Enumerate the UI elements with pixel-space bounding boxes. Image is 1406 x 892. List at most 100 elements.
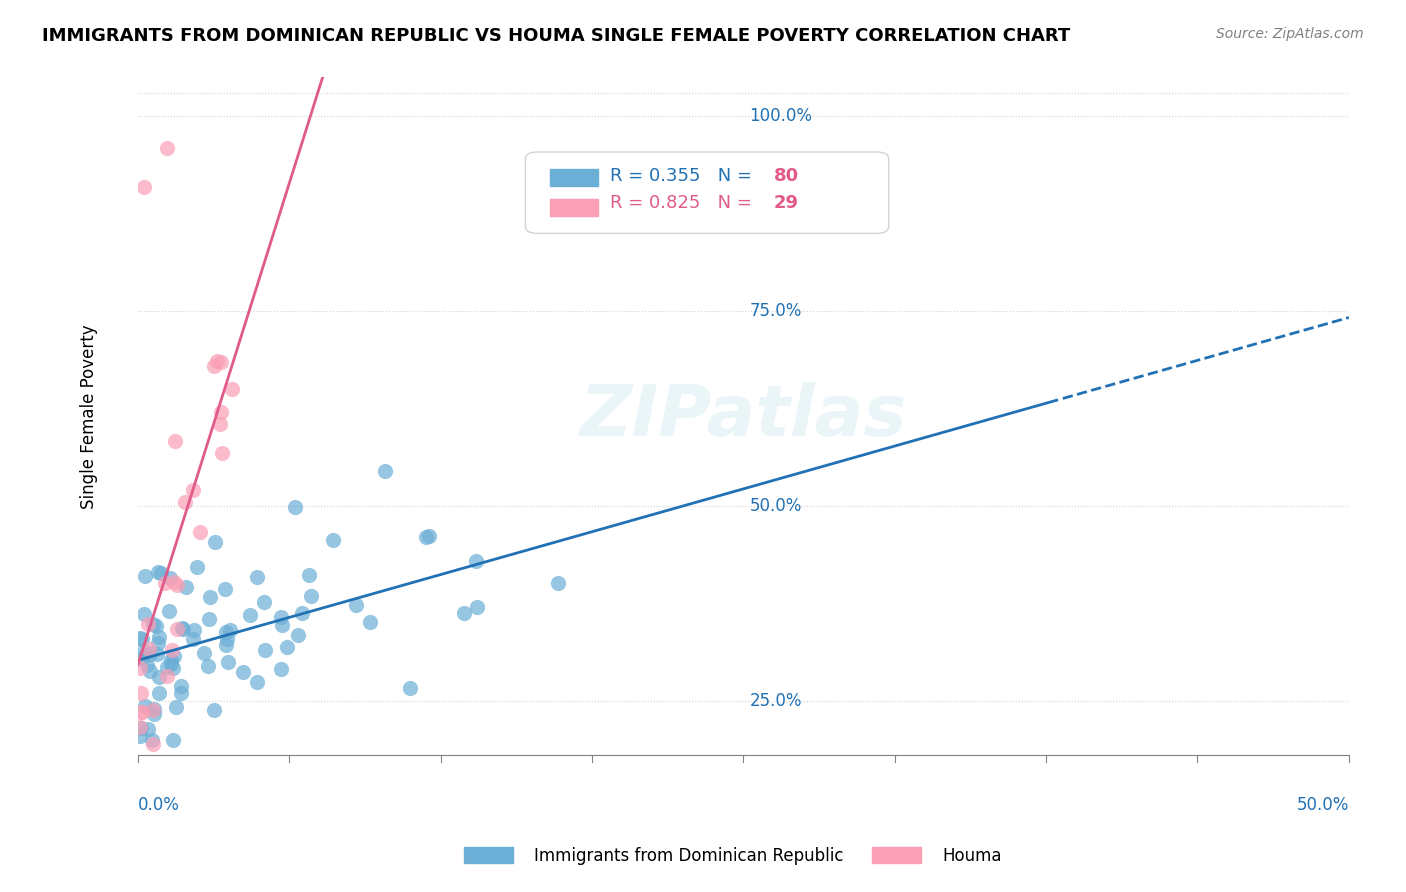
Point — [143, 702, 166, 716]
Point — [415, 530, 437, 544]
Point — [174, 495, 197, 509]
Point — [159, 571, 181, 585]
Point — [284, 500, 307, 514]
Point — [181, 632, 204, 647]
Point — [359, 615, 381, 629]
Point — [453, 606, 475, 620]
Point — [129, 705, 152, 719]
Point — [134, 698, 156, 713]
Point — [221, 382, 243, 396]
Point — [148, 630, 170, 644]
Point — [129, 661, 152, 675]
Point — [160, 643, 183, 657]
Point — [197, 658, 219, 673]
Point — [547, 576, 569, 591]
Point — [129, 729, 152, 743]
Point — [165, 434, 187, 449]
Point — [270, 610, 292, 624]
Point — [205, 354, 228, 368]
Point — [465, 599, 488, 614]
FancyBboxPatch shape — [526, 152, 889, 234]
Point — [374, 464, 396, 478]
Point — [198, 591, 221, 605]
Point — [146, 647, 169, 661]
Point — [160, 653, 183, 667]
Point — [131, 705, 153, 719]
Text: IMMIGRANTS FROM DOMINICAN REPUBLIC VS HOUMA SINGLE FEMALE POVERTY CORRELATION CH: IMMIGRANTS FROM DOMINICAN REPUBLIC VS HO… — [42, 27, 1070, 45]
Point — [135, 657, 157, 672]
Point — [172, 621, 194, 635]
Point — [142, 737, 165, 751]
Point — [198, 612, 221, 626]
Text: Single Female Poverty: Single Female Poverty — [80, 324, 98, 508]
Point — [134, 643, 156, 657]
Point — [134, 772, 156, 786]
Point — [291, 607, 314, 621]
Point — [418, 529, 440, 543]
Point — [218, 623, 240, 637]
Point — [298, 567, 321, 582]
Text: R = 0.355   N =: R = 0.355 N = — [610, 167, 758, 185]
Point — [172, 622, 194, 636]
Text: 100.0%: 100.0% — [749, 107, 813, 126]
Point — [165, 700, 187, 714]
Point — [150, 566, 173, 580]
Point — [287, 627, 309, 641]
Point — [232, 665, 254, 680]
Point — [163, 649, 186, 664]
Point — [166, 577, 188, 591]
Point — [465, 554, 488, 568]
Point — [145, 619, 167, 633]
Point — [162, 661, 184, 675]
Point — [246, 675, 269, 690]
Point — [215, 632, 238, 646]
Point — [238, 607, 260, 622]
Point — [131, 686, 153, 700]
Point — [160, 657, 183, 672]
Text: R = 0.825   N =: R = 0.825 N = — [610, 194, 758, 212]
Point — [156, 660, 179, 674]
Text: 50.0%: 50.0% — [749, 497, 801, 515]
Point — [215, 638, 238, 652]
Point — [134, 179, 156, 194]
Point — [129, 722, 152, 736]
Text: 25.0%: 25.0% — [749, 692, 801, 710]
Point — [270, 662, 292, 676]
Point — [215, 625, 238, 640]
Point — [169, 686, 191, 700]
Point — [157, 604, 180, 618]
Point — [254, 643, 277, 657]
Point — [131, 650, 153, 665]
Text: Source: ZipAtlas.com: Source: ZipAtlas.com — [1216, 27, 1364, 41]
Point — [218, 655, 240, 669]
Point — [170, 680, 193, 694]
Point — [211, 446, 233, 460]
Point — [136, 723, 159, 737]
Point — [299, 589, 322, 603]
Text: 0.0%: 0.0% — [138, 796, 180, 814]
Point — [204, 535, 226, 549]
Point — [174, 580, 197, 594]
Point — [139, 647, 162, 661]
Point — [142, 703, 165, 717]
Point — [163, 574, 186, 589]
Text: 29: 29 — [773, 194, 799, 212]
Point — [202, 703, 225, 717]
Text: Immigrants from Dominican Republic: Immigrants from Dominican Republic — [534, 847, 844, 865]
Point — [186, 560, 208, 574]
Point — [136, 616, 159, 631]
Point — [156, 140, 179, 154]
Point — [139, 664, 162, 678]
Point — [166, 622, 188, 636]
Point — [138, 641, 160, 656]
Point — [142, 616, 165, 631]
Point — [131, 632, 153, 647]
Text: 80: 80 — [773, 167, 799, 185]
Point — [188, 524, 211, 539]
Point — [246, 569, 269, 583]
Point — [209, 355, 232, 369]
Text: 75.0%: 75.0% — [749, 302, 801, 320]
Point — [141, 732, 163, 747]
Point — [146, 636, 169, 650]
Point — [129, 720, 152, 734]
